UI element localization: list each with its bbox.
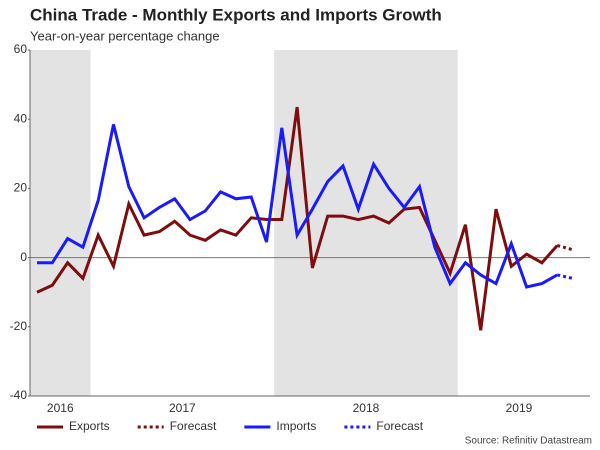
y-tick-label: 20	[14, 181, 28, 195]
y-tick-label: -20	[10, 319, 28, 333]
x-tick-label: 2018	[353, 401, 380, 415]
source-note: Source: Refinitiv Datastream	[465, 436, 592, 447]
y-tick-label: 0	[20, 250, 27, 264]
x-tick-label: 2017	[169, 401, 196, 415]
legend-label: Imports	[276, 419, 316, 433]
series-line	[556, 273, 573, 280]
x-tick-label: 2016	[47, 401, 74, 415]
legend-label: Forecast	[376, 419, 423, 433]
legend-label: Forecast	[170, 419, 217, 433]
shaded-period	[30, 50, 91, 396]
y-tick-label: 60	[14, 42, 28, 56]
y-tick-label: -40	[10, 388, 28, 402]
series-line	[37, 124, 558, 289]
series-line	[556, 244, 573, 252]
x-tick-label: 2019	[506, 401, 533, 415]
y-tick-label: 40	[14, 111, 28, 125]
chart-subtitle: Year-on-year percentage change	[30, 28, 220, 43]
series-line	[36, 106, 559, 331]
legend-label: Exports	[69, 419, 110, 433]
chart-title: China Trade - Monthly Exports and Import…	[30, 5, 442, 24]
